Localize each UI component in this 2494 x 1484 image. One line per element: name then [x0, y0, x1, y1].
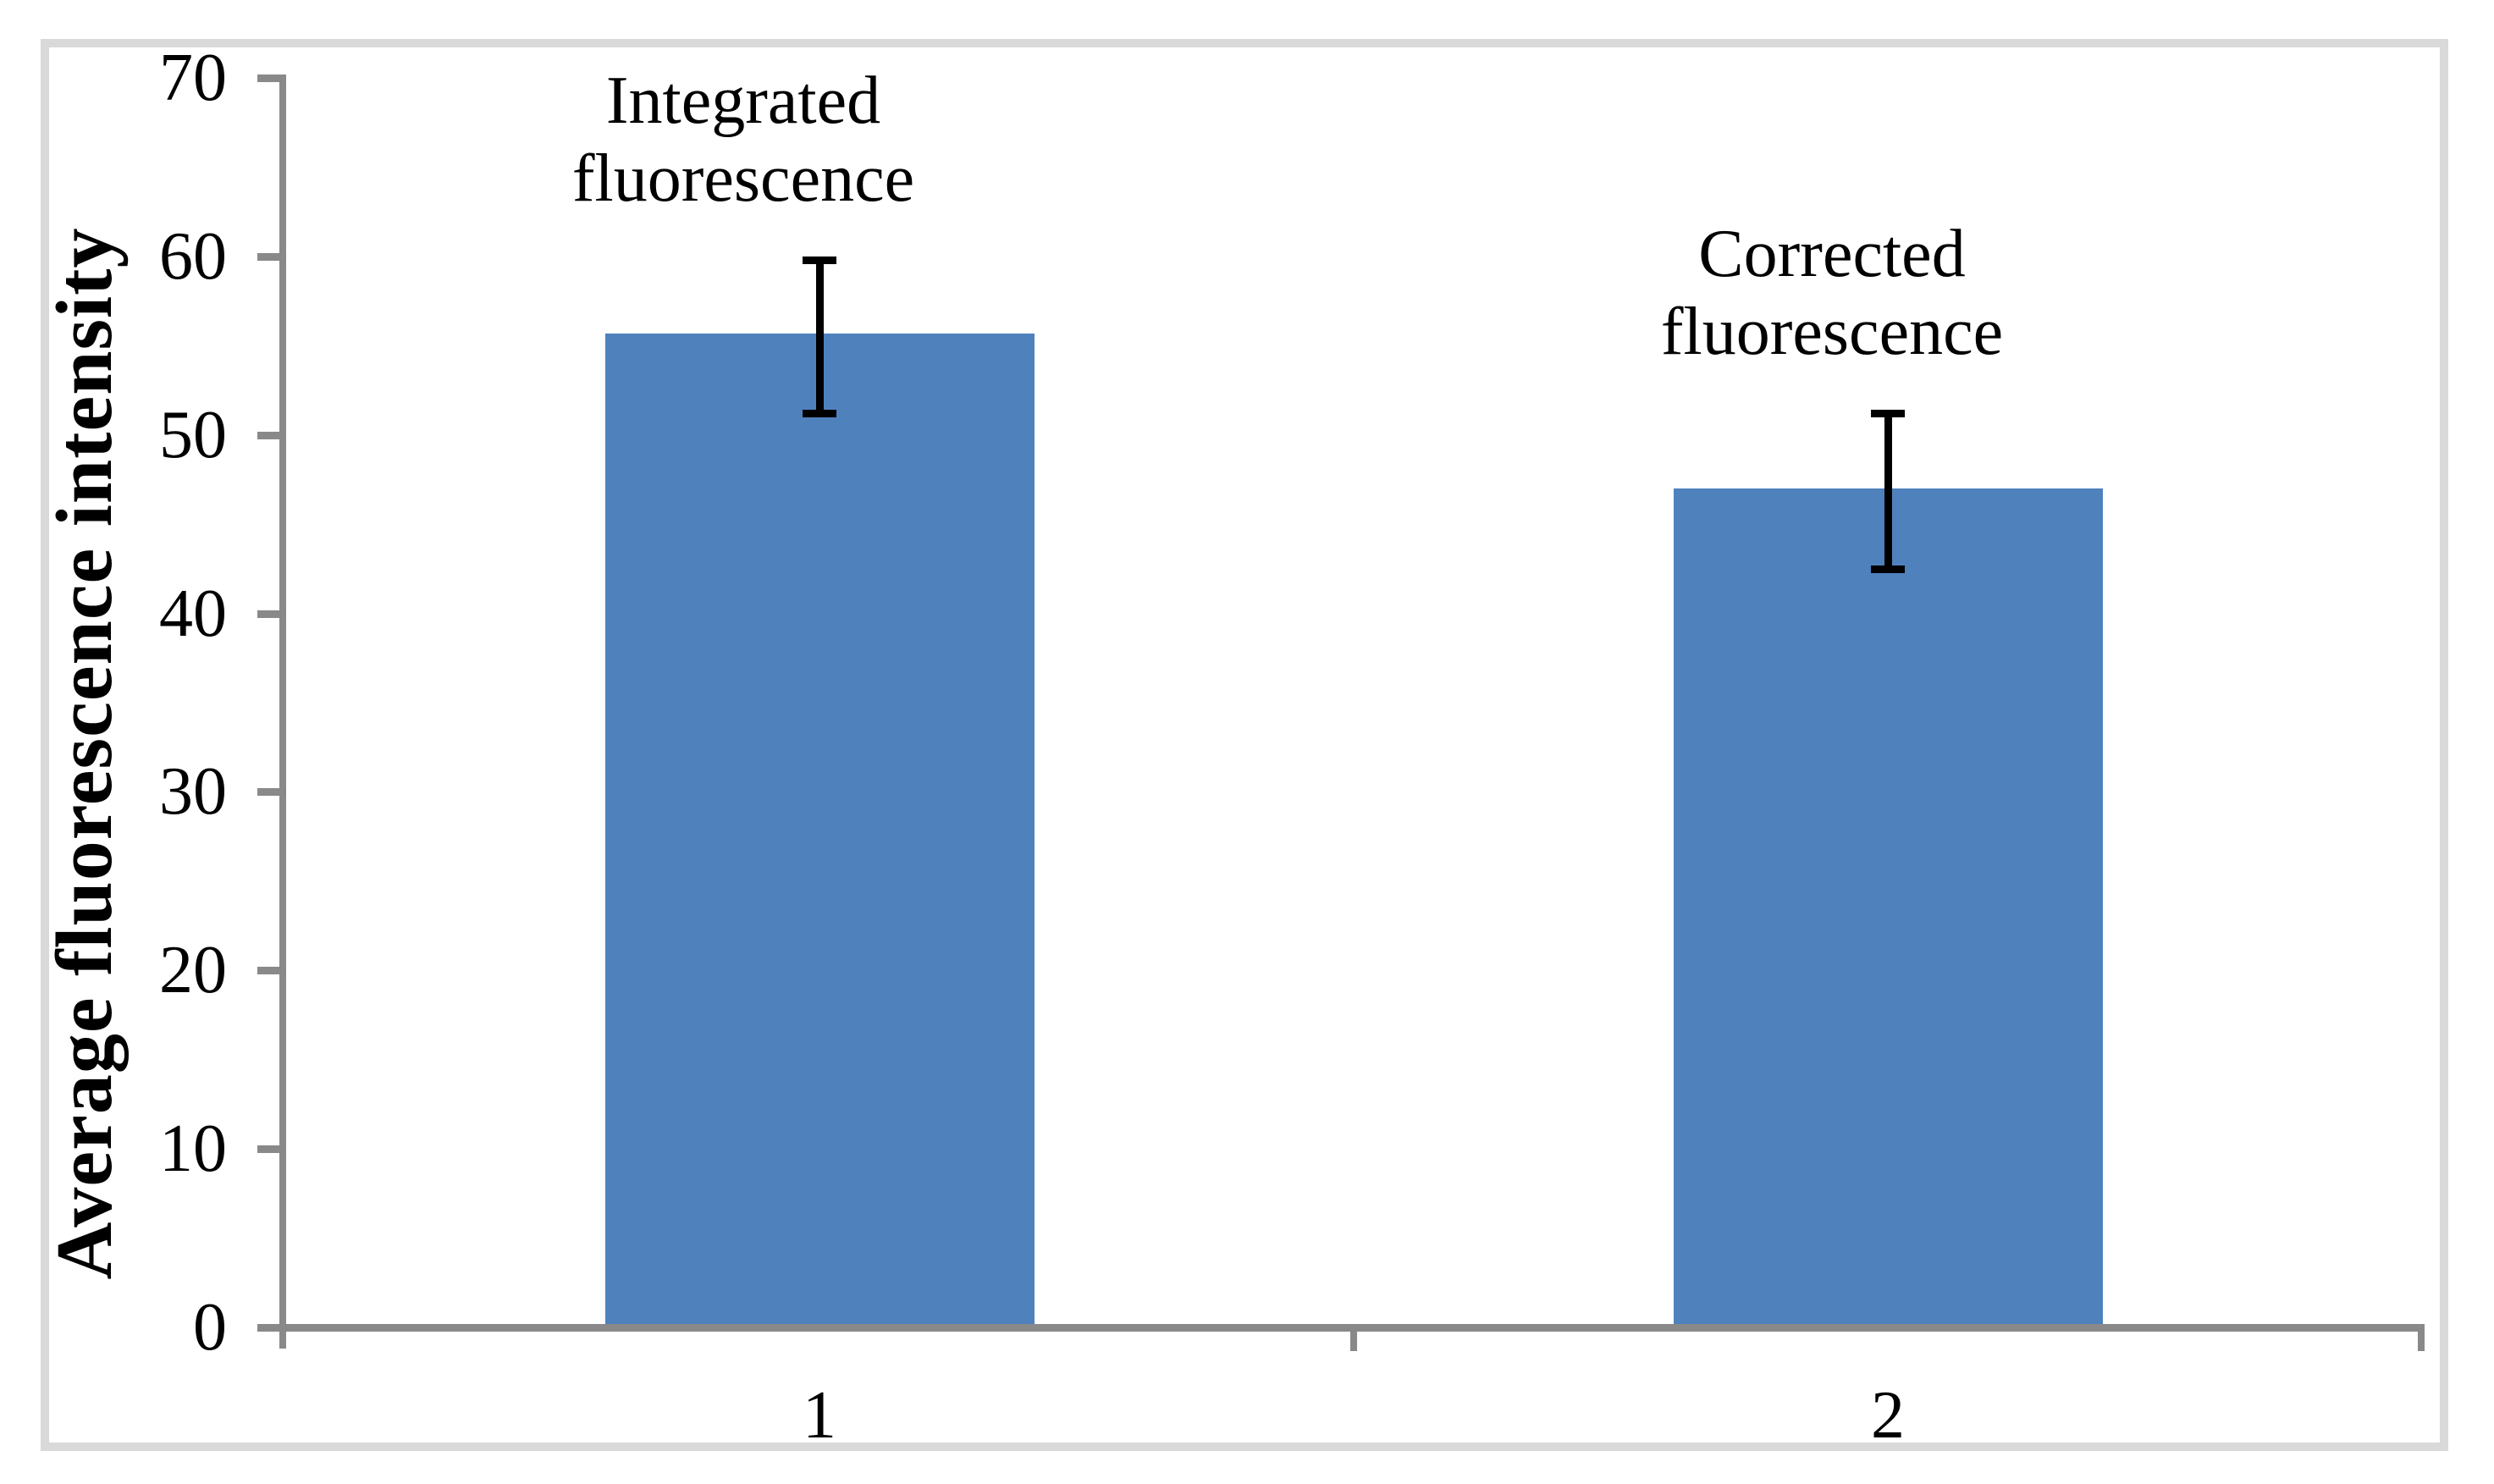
y-tick-label: 30 [159, 754, 227, 830]
y-tick-mark [257, 610, 279, 618]
y-tick-mark [257, 252, 279, 261]
y-tick-label: 60 [159, 218, 227, 294]
error-bar-cap-bottom [803, 410, 836, 418]
y-tick-label: 50 [159, 397, 227, 472]
y-tick-label: 0 [193, 1290, 227, 1365]
x-category-label: 1 [803, 1378, 836, 1453]
x-tick-mark [2418, 1324, 2425, 1351]
y-tick-mark [257, 1145, 279, 1154]
y-tick-label: 70 [159, 41, 227, 115]
y-tick-mark [257, 788, 279, 797]
y-axis-line [279, 74, 286, 1349]
error-bar-line [815, 260, 824, 414]
bar-data-label: Integrated fluorescence [571, 63, 915, 217]
y-tick-label: 20 [159, 933, 227, 1008]
error-bar-line [1884, 413, 1892, 569]
y-tick-label: 40 [159, 576, 227, 651]
bar [604, 333, 1035, 1327]
error-bar-cap-top [803, 257, 836, 265]
y-tick-mark [257, 431, 279, 439]
bar-data-label: Corrected fluorescence [1660, 217, 2004, 370]
y-tick-mark [257, 967, 279, 975]
bar [1673, 488, 2103, 1327]
x-category-label: 2 [1871, 1378, 1905, 1453]
y-tick-label: 10 [159, 1112, 227, 1187]
x-axis-line [279, 1324, 2425, 1332]
x-tick-mark [1350, 1324, 1357, 1351]
y-tick-mark [257, 74, 279, 82]
y-tick-mark [257, 1324, 279, 1332]
error-bar-cap-bottom [1871, 565, 1905, 573]
error-bar-cap-top [1871, 410, 1905, 418]
